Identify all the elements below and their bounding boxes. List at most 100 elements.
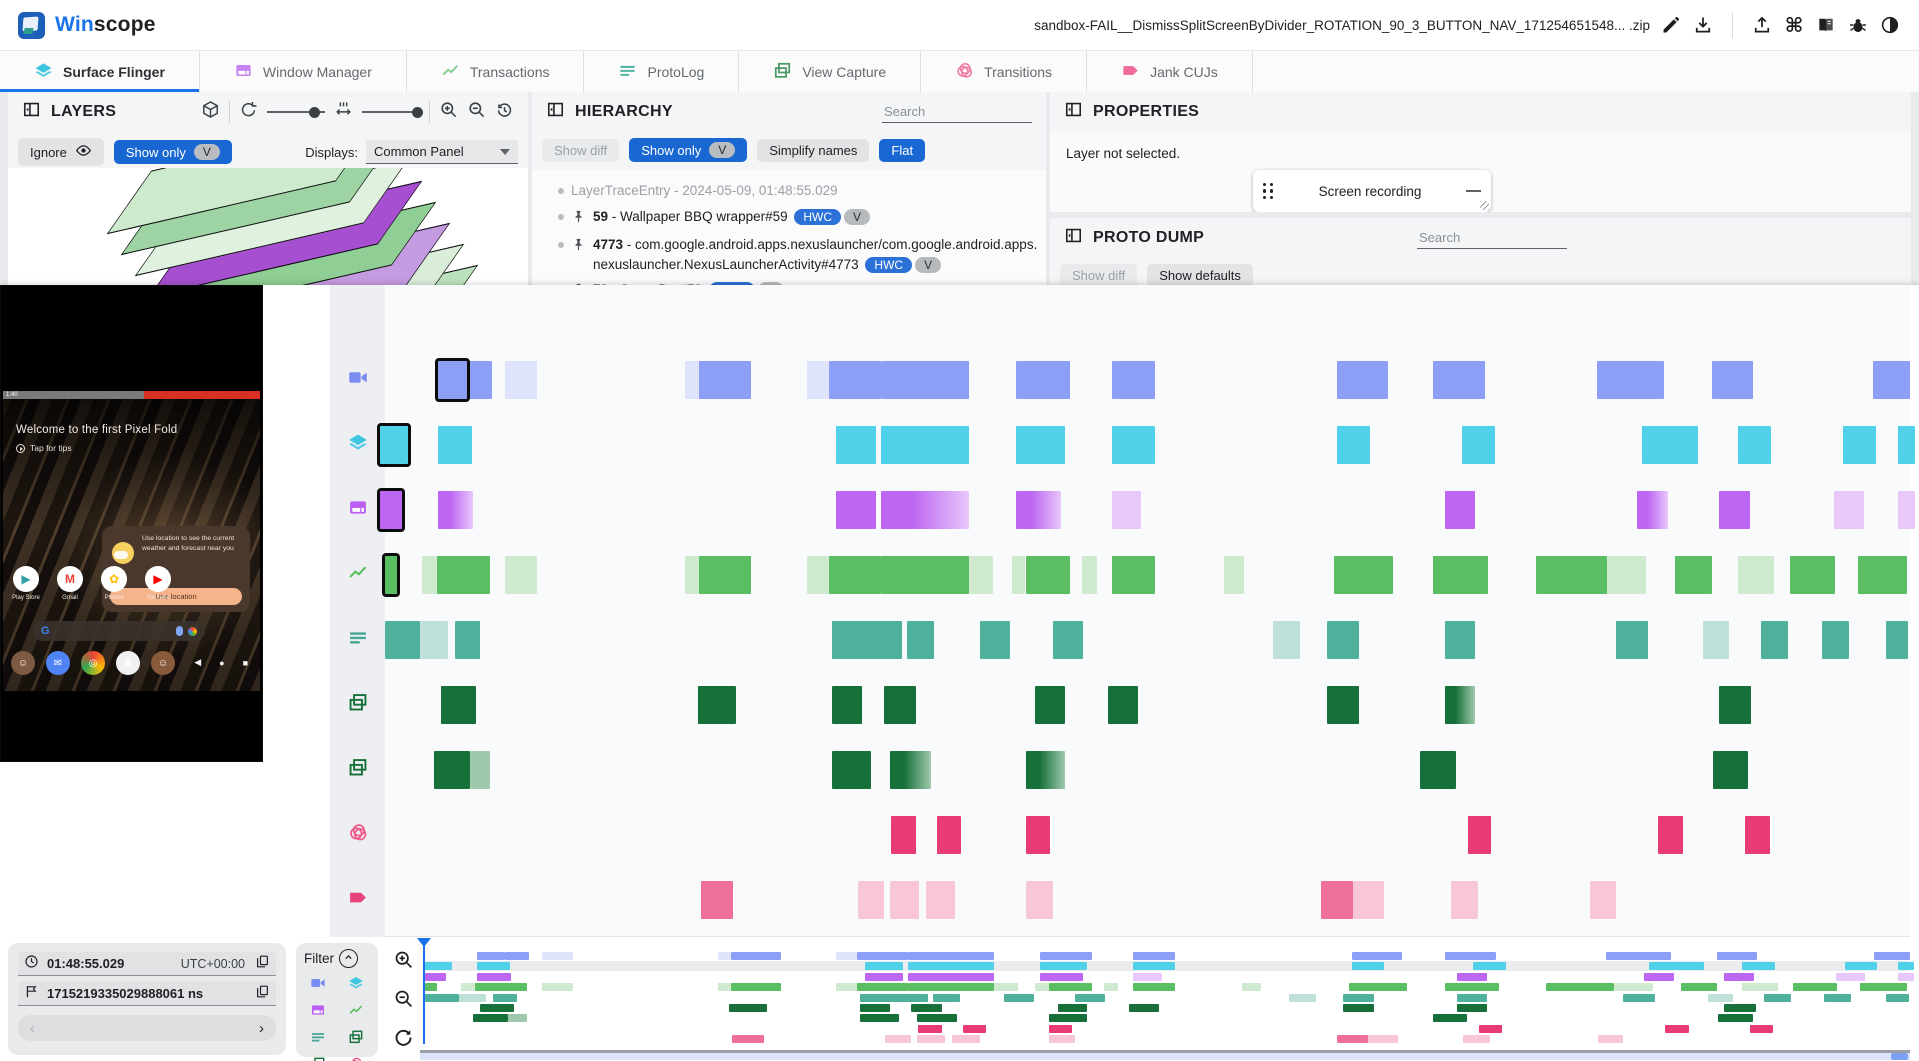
timeline-reset-zoom-icon[interactable]: [393, 1027, 414, 1053]
previous-entry-button[interactable]: ‹: [30, 1019, 35, 1037]
pin-icon[interactable]: [571, 235, 586, 258]
tree-layer-item[interactable]: 59 - Wallpaper BBQ wrapper#59 HWC V: [558, 204, 1040, 233]
trace-entry-block[interactable]: [880, 361, 970, 399]
trace-entry-block[interactable]: [1081, 556, 1098, 594]
trace-entry-block[interactable]: [880, 556, 970, 594]
zoom-out-icon[interactable]: [467, 100, 486, 124]
download-traces-icon[interactable]: [1692, 14, 1714, 36]
trace-entry-block[interactable]: [1025, 751, 1066, 789]
trace-entry-block[interactable]: [438, 491, 474, 529]
trace-entry-block[interactable]: [1327, 686, 1360, 724]
trace-entry-block[interactable]: [1789, 556, 1836, 594]
trace-entry-block[interactable]: [889, 881, 919, 919]
trace-entry-block[interactable]: [1011, 556, 1026, 594]
trace-entry-block[interactable]: [1461, 426, 1496, 464]
trace-entry-block[interactable]: [836, 491, 877, 529]
show-only-v-button[interactable]: Show only V: [629, 138, 748, 162]
trace-entry-block[interactable]: [1842, 426, 1877, 464]
trace-entry-block[interactable]: [1897, 491, 1915, 529]
trace-entry-block[interactable]: [1016, 361, 1070, 399]
filter-lines-icon[interactable]: [310, 1029, 326, 1050]
flat-button[interactable]: Flat: [879, 138, 926, 162]
filter-videocam-icon[interactable]: [310, 975, 326, 996]
expanded-timeline-canvas[interactable]: [377, 285, 1915, 937]
trace-entry-block[interactable]: [836, 426, 877, 464]
trace-entry-block[interactable]: [1353, 881, 1384, 919]
trace-entry-block[interactable]: [377, 488, 405, 532]
trace-entry-block[interactable]: [880, 491, 970, 529]
report-bug-icon[interactable]: [1847, 14, 1869, 36]
trace-entry-block[interactable]: [1597, 361, 1665, 399]
timeline-horizontal-scrollbar[interactable]: [420, 1050, 1910, 1060]
tree-layer-item[interactable]: 4773 - com.google.android.apps.nexuslaun…: [558, 232, 1040, 277]
trace-entry-block[interactable]: [1420, 751, 1456, 789]
trace-entry-block[interactable]: [1858, 556, 1907, 594]
trace-entry-block[interactable]: [1737, 426, 1772, 464]
trace-entry-block[interactable]: [1272, 621, 1300, 659]
trace-entry-block[interactable]: [1432, 361, 1485, 399]
trace-entry-block[interactable]: [1745, 816, 1770, 854]
trace-entry-block[interactable]: [1034, 686, 1066, 724]
trace-entry-block[interactable]: [1025, 881, 1053, 919]
trace-entry-block[interactable]: [421, 556, 437, 594]
trace-entry-block[interactable]: [883, 686, 916, 724]
tab-surface-flinger[interactable]: Surface Flinger: [0, 51, 200, 92]
trace-entry-block[interactable]: [1016, 491, 1061, 529]
trace-entry-block[interactable]: [1112, 361, 1156, 399]
filter-window-icon[interactable]: [310, 1002, 326, 1023]
trace-entry-block[interactable]: [467, 361, 492, 399]
trace-entry-block[interactable]: [685, 361, 700, 399]
collapse-filter-button[interactable]: [339, 949, 358, 968]
tab-protolog[interactable]: ProtoLog: [584, 51, 740, 92]
trace-entry-block[interactable]: [1432, 556, 1488, 594]
edit-filename-icon[interactable]: [1660, 14, 1682, 36]
filter-layers-icon[interactable]: [348, 975, 364, 996]
hierarchy-search-input[interactable]: [882, 101, 1032, 123]
trace-entry-block[interactable]: [831, 621, 902, 659]
filter-swirl-icon[interactable]: [348, 1056, 364, 1061]
trace-entry-block[interactable]: [438, 426, 472, 464]
trace-entry-block[interactable]: [1112, 556, 1156, 594]
trace-entry-block[interactable]: [377, 423, 411, 467]
next-entry-button[interactable]: ›: [259, 1019, 264, 1037]
dark-mode-toggle-icon[interactable]: [1879, 14, 1901, 36]
collapse-panel-icon[interactable]: [1064, 226, 1083, 250]
trace-entry-block[interactable]: [906, 621, 934, 659]
trace-entry-block[interactable]: [1675, 556, 1712, 594]
trace-entry-block[interactable]: [1107, 686, 1139, 724]
ignore-visibility-button[interactable]: Ignore: [18, 138, 104, 166]
trace-entry-block[interactable]: [1025, 556, 1070, 594]
screen-recording-trace-icon[interactable]: [347, 367, 368, 393]
screen-recording-preview[interactable]: 1:40 Welcome to the first Pixel Fold Tap…: [0, 285, 263, 762]
trace-entry-block[interactable]: [1025, 816, 1050, 854]
trace-entry-block[interactable]: [697, 686, 736, 724]
trace-entry-block[interactable]: [1333, 556, 1394, 594]
trace-entry-block[interactable]: [1713, 751, 1749, 789]
collapse-panel-icon[interactable]: [22, 100, 41, 124]
trace-entry-block[interactable]: [1821, 621, 1849, 659]
collapse-panel-icon[interactable]: [1064, 100, 1083, 124]
drag-handle-icon[interactable]: [1263, 182, 1274, 200]
filter-stack-icon[interactable]: [348, 1029, 364, 1050]
jank-cujs-trace-icon[interactable]: [347, 887, 368, 913]
trace-entry-block[interactable]: [1606, 556, 1647, 594]
proto-show-diff-button[interactable]: Show diff: [1060, 264, 1138, 287]
mini-timeline[interactable]: [417, 938, 1915, 1045]
trace-entry-block[interactable]: [1336, 426, 1371, 464]
zoom-in-icon[interactable]: [439, 100, 458, 124]
trace-entry-block[interactable]: [828, 361, 881, 399]
window-manager-trace-icon[interactable]: [347, 497, 368, 523]
transactions-trace-icon[interactable]: [347, 562, 368, 588]
tab-transitions[interactable]: Transitions: [921, 51, 1088, 92]
shortcuts-icon[interactable]: ⌘: [1784, 14, 1804, 37]
tab-jank-cujs[interactable]: Jank CUJs: [1087, 51, 1253, 92]
trace-entry-block[interactable]: [433, 751, 471, 789]
trace-entry-block[interactable]: [1737, 556, 1775, 594]
trace-entry-block[interactable]: [1444, 621, 1476, 659]
trace-entry-block[interactable]: [807, 361, 829, 399]
pin-icon[interactable]: [571, 207, 586, 230]
view-capture-trace-icon[interactable]: [347, 757, 368, 783]
trace-entry-block[interactable]: [979, 621, 1011, 659]
timeline-zoom-in-icon[interactable]: [393, 949, 414, 975]
trace-entry-block[interactable]: [1719, 491, 1750, 529]
